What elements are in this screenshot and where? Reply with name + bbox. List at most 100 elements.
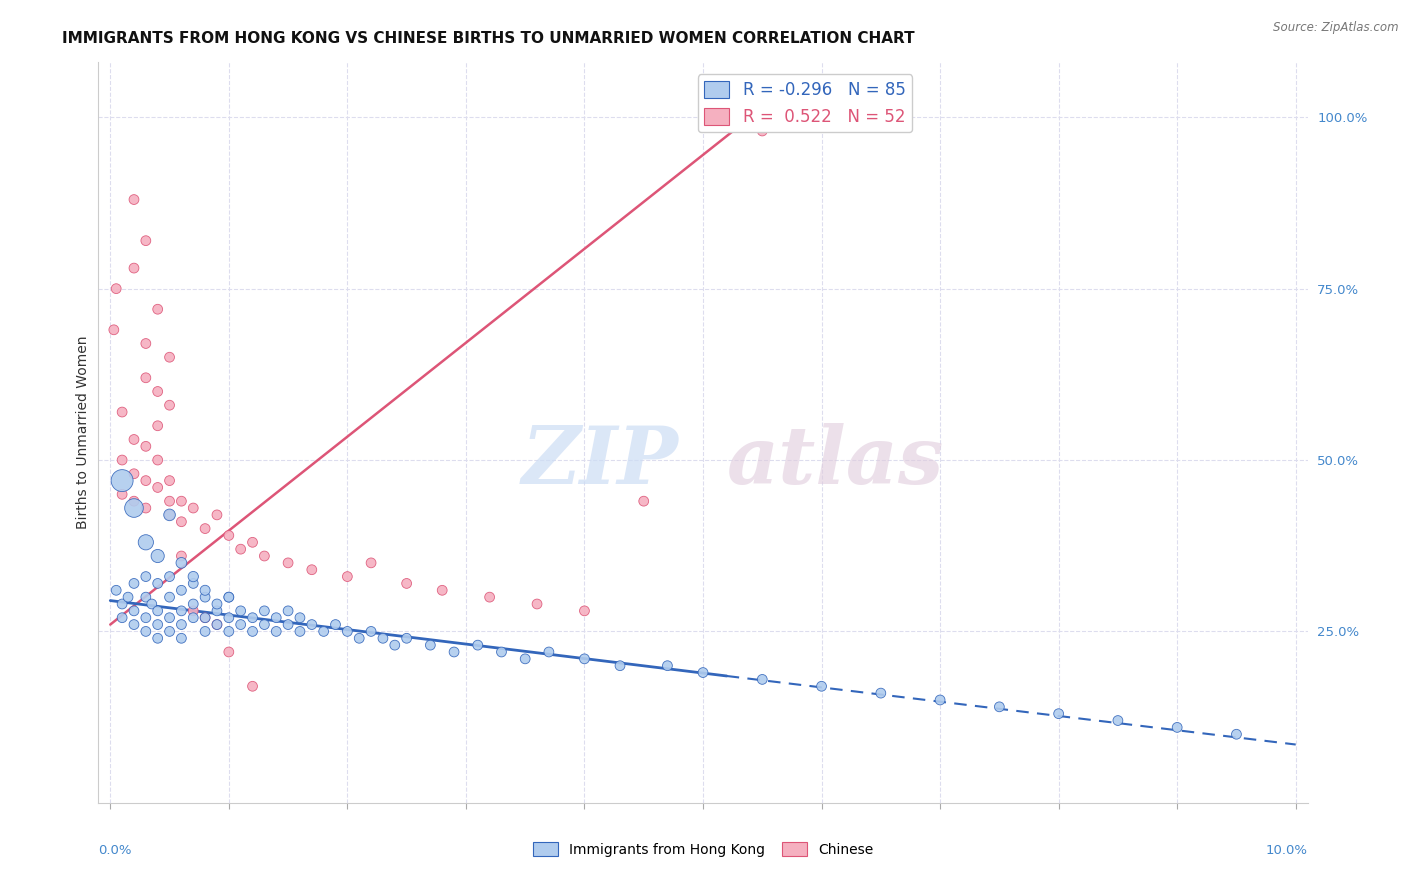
- Point: [135, 569, 157, 583]
- Point: [159, 350, 181, 364]
- Point: [194, 610, 217, 624]
- Point: [194, 583, 217, 598]
- Legend: R = -0.296   N = 85, R =  0.522   N = 52: R = -0.296 N = 85, R = 0.522 N = 52: [697, 74, 912, 133]
- Point: [395, 632, 418, 646]
- Point: [325, 617, 347, 632]
- Point: [146, 418, 169, 433]
- Point: [751, 124, 773, 138]
- Point: [159, 398, 181, 412]
- Point: [336, 624, 359, 639]
- Point: [111, 487, 134, 501]
- Point: [988, 699, 1011, 714]
- Point: [181, 610, 204, 624]
- Point: [929, 693, 952, 707]
- Point: [194, 624, 217, 639]
- Point: [111, 474, 134, 488]
- Point: [242, 624, 264, 639]
- Text: Source: ZipAtlas.com: Source: ZipAtlas.com: [1274, 21, 1399, 34]
- Point: [526, 597, 548, 611]
- Point: [122, 617, 145, 632]
- Text: ZIP: ZIP: [522, 424, 679, 501]
- Point: [194, 522, 217, 536]
- Point: [117, 590, 139, 604]
- Text: 10.0%: 10.0%: [1265, 844, 1308, 856]
- Point: [181, 501, 204, 516]
- Point: [135, 234, 157, 248]
- Point: [288, 624, 311, 639]
- Point: [159, 590, 181, 604]
- Point: [277, 556, 299, 570]
- Text: 0.0%: 0.0%: [98, 844, 132, 856]
- Point: [170, 604, 193, 618]
- Point: [384, 638, 406, 652]
- Point: [181, 569, 204, 583]
- Point: [146, 549, 169, 563]
- Point: [159, 494, 181, 508]
- Point: [1166, 720, 1188, 734]
- Point: [229, 604, 252, 618]
- Point: [159, 474, 181, 488]
- Point: [111, 610, 134, 624]
- Point: [159, 624, 181, 639]
- Point: [574, 652, 596, 666]
- Point: [264, 610, 287, 624]
- Point: [218, 590, 240, 604]
- Point: [229, 617, 252, 632]
- Point: [218, 528, 240, 542]
- Point: [135, 336, 157, 351]
- Text: atlas: atlas: [727, 424, 945, 501]
- Point: [135, 535, 157, 549]
- Point: [111, 453, 134, 467]
- Point: [218, 610, 240, 624]
- Point: [159, 569, 181, 583]
- Point: [194, 610, 217, 624]
- Point: [170, 549, 193, 563]
- Point: [159, 508, 181, 522]
- Point: [277, 604, 299, 618]
- Point: [146, 384, 169, 399]
- Point: [301, 563, 323, 577]
- Point: [633, 494, 655, 508]
- Point: [170, 556, 193, 570]
- Point: [301, 617, 323, 632]
- Point: [170, 494, 193, 508]
- Point: [277, 617, 299, 632]
- Point: [141, 597, 163, 611]
- Point: [515, 652, 537, 666]
- Point: [395, 576, 418, 591]
- Point: [146, 302, 169, 317]
- Point: [810, 679, 832, 693]
- Point: [657, 658, 679, 673]
- Point: [537, 645, 560, 659]
- Point: [135, 439, 157, 453]
- Point: [264, 624, 287, 639]
- Point: [111, 597, 134, 611]
- Point: [146, 617, 169, 632]
- Point: [692, 665, 714, 680]
- Point: [122, 433, 145, 447]
- Point: [181, 597, 204, 611]
- Point: [122, 261, 145, 276]
- Point: [229, 542, 252, 557]
- Point: [312, 624, 335, 639]
- Point: [205, 604, 228, 618]
- Point: [170, 632, 193, 646]
- Point: [122, 467, 145, 481]
- Point: [242, 610, 264, 624]
- Point: [1225, 727, 1247, 741]
- Point: [205, 508, 228, 522]
- Point: [360, 556, 382, 570]
- Point: [135, 590, 157, 604]
- Point: [751, 673, 773, 687]
- Point: [122, 494, 145, 508]
- Point: [135, 501, 157, 516]
- Point: [242, 535, 264, 549]
- Point: [122, 193, 145, 207]
- Point: [288, 610, 311, 624]
- Point: [478, 590, 501, 604]
- Point: [432, 583, 454, 598]
- Point: [609, 658, 631, 673]
- Point: [181, 604, 204, 618]
- Point: [491, 645, 513, 659]
- Point: [242, 679, 264, 693]
